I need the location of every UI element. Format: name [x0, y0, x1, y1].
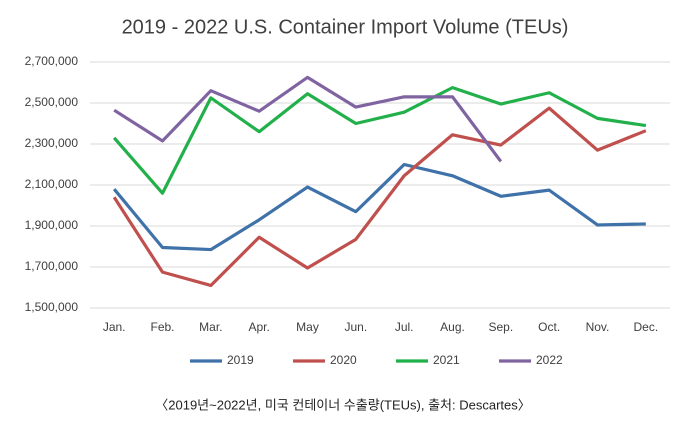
- x-tick-label: May: [296, 320, 319, 334]
- legend-label: 2020: [330, 353, 357, 367]
- legend-label: 2022: [536, 353, 563, 367]
- x-tick-label: Apr.: [248, 320, 269, 334]
- series-line: [113, 75, 503, 163]
- x-tick-label: Dec.: [633, 320, 658, 334]
- series-line: [112, 86, 647, 195]
- y-tick-label: 2,500,000: [25, 95, 79, 109]
- x-tick-label: Jul.: [395, 320, 414, 334]
- y-tick-label: 2,100,000: [25, 177, 79, 191]
- x-tick-label: Aug.: [440, 320, 465, 334]
- series-line: [112, 106, 647, 288]
- x-tick-label: Feb.: [150, 320, 174, 334]
- y-tick-label: 1,900,000: [25, 218, 79, 232]
- legend-label: 2021: [433, 353, 460, 367]
- chart-title: 2019 - 2022 U.S. Container Import Volume…: [122, 16, 569, 38]
- y-tick-label: 2,300,000: [25, 136, 79, 150]
- y-tick-label: 2,700,000: [25, 54, 79, 68]
- y-tick-label: 1,500,000: [25, 300, 79, 314]
- x-tick-label: Nov.: [586, 320, 610, 334]
- x-tick-label: Mar.: [199, 320, 222, 334]
- x-tick-label: Oct.: [538, 320, 560, 334]
- x-tick-label: Sep.: [488, 320, 513, 334]
- caption: 〈2019년~2022년, 미국 컨테이너 수출량(TEUs), 출처: Des…: [155, 397, 530, 412]
- legend-label: 2019: [227, 353, 254, 367]
- series-line: [112, 162, 646, 252]
- x-tick-label: Jun.: [344, 320, 367, 334]
- y-tick-label: 1,700,000: [25, 259, 79, 273]
- x-tick-label: Jan.: [103, 320, 126, 334]
